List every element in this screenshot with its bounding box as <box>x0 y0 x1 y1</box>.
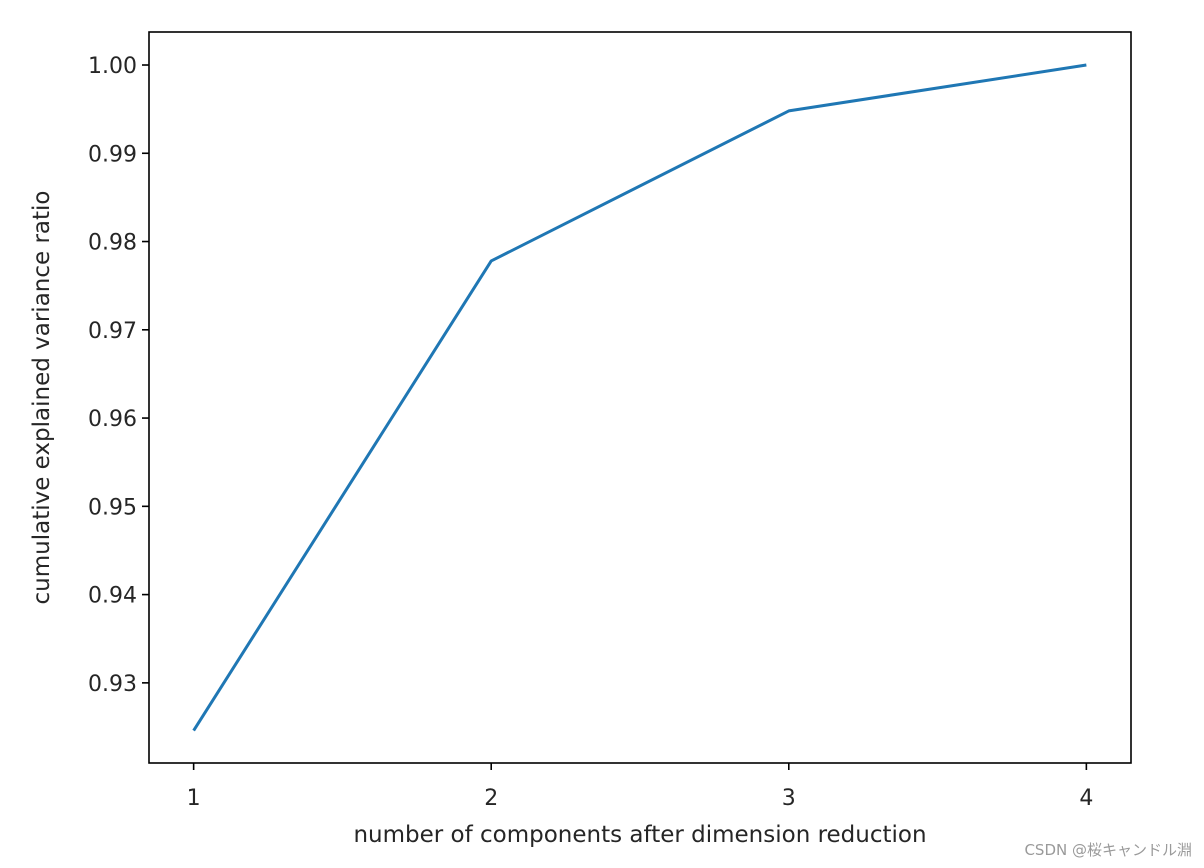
y-tick-label: 0.97 <box>88 319 137 344</box>
plot-area <box>192 63 1087 732</box>
x-axis-label: number of components after dimension red… <box>353 822 926 848</box>
y-tick-label: 0.96 <box>88 407 137 432</box>
x-tick-label: 1 <box>187 786 201 811</box>
y-axis-label: cumulative explained variance ratio <box>29 191 55 605</box>
y-tick-label: 0.94 <box>88 584 137 609</box>
y-tick-label: 1.00 <box>88 54 137 79</box>
y-tick-label: 0.99 <box>88 142 137 167</box>
y-tick-label: 0.93 <box>88 672 137 697</box>
y-axis-ticks: 0.93 0.94 0.95 0.96 0.97 0.98 0.99 1.00 <box>88 54 149 697</box>
x-tick-label: 2 <box>484 786 498 811</box>
x-axis-ticks: 1 2 3 4 <box>187 763 1093 811</box>
y-tick-label: 0.95 <box>88 495 137 520</box>
y-tick-label: 0.98 <box>88 231 137 256</box>
x-tick-label: 4 <box>1079 786 1093 811</box>
series-line-0 <box>192 63 1087 732</box>
watermark-text: CSDN @桜キャンドル淵 <box>1024 841 1192 859</box>
x-tick-label: 3 <box>782 786 796 811</box>
axes-frame <box>148 31 1132 764</box>
